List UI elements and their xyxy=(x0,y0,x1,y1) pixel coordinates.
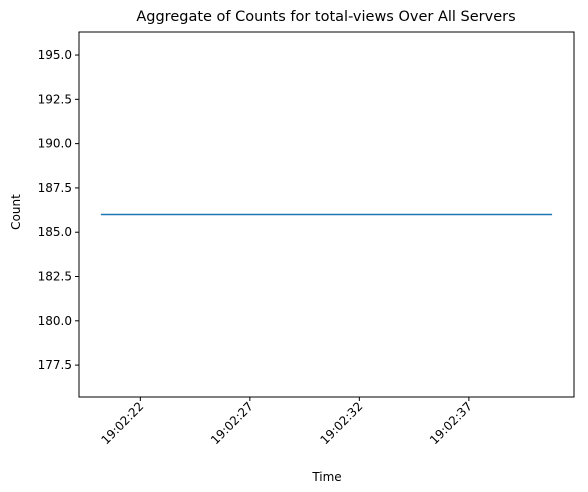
y-tick-label-1: 180.0 xyxy=(38,314,72,328)
plot-frame xyxy=(78,31,575,398)
chart-title: Aggregate of Counts for total-views Over… xyxy=(136,9,515,25)
y-tick-label-7: 195.0 xyxy=(38,48,72,62)
x-axis-label: Time xyxy=(311,470,341,484)
x-tick-label-1: 19:02:27 xyxy=(208,399,256,447)
x-tick-label-3: 19:02:37 xyxy=(427,399,475,447)
x-tick-label-2: 19:02:32 xyxy=(317,399,365,447)
y-tick-label-2: 182.5 xyxy=(38,270,72,284)
y-tick-label-0: 177.5 xyxy=(38,358,72,372)
x-tick-label-0: 19:02:22 xyxy=(98,399,146,447)
y-tick-label-4: 187.5 xyxy=(38,181,72,195)
y-tick-label-3: 185.0 xyxy=(38,225,72,239)
plot-area: 177.5 180.0 182.5 185.0 187.5 190.0 192.5 195.0… xyxy=(38,31,575,447)
y-axis-label: Count xyxy=(9,194,23,230)
y-tick-label-6: 192.5 xyxy=(38,92,72,106)
y-tick-label-5: 190.0 xyxy=(38,137,72,151)
